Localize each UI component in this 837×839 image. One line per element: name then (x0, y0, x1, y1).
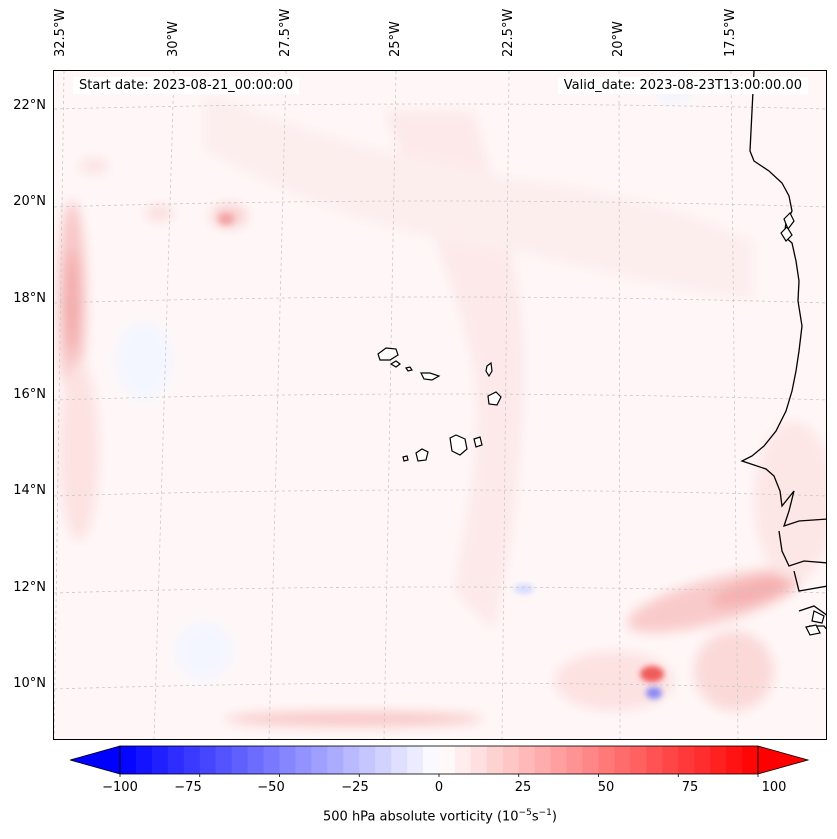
lon-label-32.5w: 32.5°W (53, 8, 68, 57)
colorbar-cell (215, 746, 233, 774)
coastline-africa (740, 71, 826, 630)
cbar-tick-50: 50 (597, 780, 615, 795)
lat-label-12n: 12°N (13, 580, 46, 595)
colorbar-cell (151, 746, 169, 774)
island-sao-nicolau (420, 372, 441, 381)
lat-label-22n: 22°N (13, 98, 46, 113)
colorbar-cell (279, 746, 296, 774)
colorbar-cell (135, 746, 153, 774)
cbar-tick-100: 100 (761, 780, 787, 795)
vorticity-field (54, 71, 826, 739)
start-date-label: Start date: 2023-08-21_00:00:00 (73, 77, 300, 94)
lat-label-10n: 10°N (13, 676, 46, 691)
colorbar-cell (439, 746, 456, 774)
colorbar-cell (710, 746, 727, 774)
island-santo-antao (377, 347, 399, 361)
colorbar-cell (742, 746, 759, 774)
graticule (54, 71, 826, 739)
colorbar-cell (470, 746, 488, 774)
cbar-tick-0: 0 (434, 780, 444, 795)
colorbar-cell (327, 746, 344, 774)
island-sao-vicente (389, 360, 401, 368)
colorbar-cell (678, 746, 695, 774)
colorbar-cell (614, 746, 631, 774)
colorbar-cell (486, 746, 504, 774)
coastal-islands (780, 211, 825, 636)
colorbar-cell (391, 746, 408, 774)
colorbar-cell (726, 746, 743, 774)
colorbar-cell (598, 746, 615, 774)
colorbar-ticks (119, 774, 759, 777)
cbar-tick-25: 25 (514, 780, 532, 795)
cape-verde-islands (377, 347, 502, 462)
lon-label-27.5w: 27.5°W (278, 8, 293, 57)
colorbar-cell (183, 746, 201, 774)
colorbar-cell (630, 746, 647, 774)
colorbar-cell (375, 746, 392, 774)
colorbar-cell (247, 746, 265, 774)
cbar-tick-minus100: −100 (102, 780, 138, 795)
colorbar-cell (646, 746, 663, 774)
colorbar-cell (534, 746, 552, 774)
colorbar-cell (550, 746, 568, 774)
colorbar-cell (199, 746, 217, 774)
map-panel: Start date: 2023-08-21_00:00:00 Valid_da… (53, 70, 827, 740)
colorbar-cell (263, 746, 280, 774)
lat-label-18n: 18°N (13, 291, 46, 306)
island-santa-luzia (405, 366, 413, 372)
colorbar-cell (423, 746, 440, 774)
lon-label-17.5w: 17.5°W (723, 8, 738, 57)
lat-label-14n: 14°N (13, 483, 46, 498)
colorbar-cell (120, 746, 137, 774)
colorbar-cell (518, 746, 536, 774)
island-brava (402, 455, 409, 462)
colorbar-cell (582, 746, 599, 774)
lon-label-22.5w: 22.5°W (501, 8, 516, 57)
colorbar-cell (454, 746, 472, 774)
valid-date-label: Valid_date: 2023-08-23T13:00:00.00 (557, 77, 808, 94)
colorbar-cell (662, 746, 679, 774)
colorbar-cell (694, 746, 711, 774)
lon-label-25w: 25°W (388, 21, 403, 57)
cbar-tick-minus50: −50 (257, 780, 285, 795)
cbar-tick-75: 75 (681, 780, 699, 795)
colorbar-cell (502, 746, 520, 774)
colorbar-cell (407, 746, 424, 774)
cbar-tick-minus25: −25 (341, 780, 369, 795)
lon-label-20w: 20°W (611, 21, 626, 57)
colorbar-cell (566, 746, 584, 774)
colorbar-label: 500 hPa absolute vorticity (10−5s−1) (323, 808, 557, 825)
island-fogo (415, 448, 429, 462)
island-sal (485, 361, 493, 378)
cbar-tick-minus75: −75 (174, 780, 202, 795)
colorbar-cell (231, 746, 249, 774)
lat-label-20n: 20°N (13, 194, 46, 209)
colorbar (70, 745, 810, 777)
lon-label-30w: 30°W (166, 21, 181, 57)
vorticity-cores (218, 213, 664, 699)
colorbar-min-extend (70, 745, 121, 775)
lat-label-16n: 16°N (13, 387, 46, 402)
colorbar-cell (359, 746, 376, 774)
colorbar-cell (343, 746, 360, 774)
colorbar-cell (167, 746, 185, 774)
island-santiago (449, 434, 468, 456)
colorbar-cells (120, 746, 759, 774)
colorbar-cell (311, 746, 328, 774)
island-maio (473, 436, 483, 448)
vorticity-patches (58, 79, 826, 726)
colorbar-cell (295, 746, 312, 774)
island-boa-vista (487, 391, 502, 406)
colorbar-max-extend (757, 745, 810, 775)
